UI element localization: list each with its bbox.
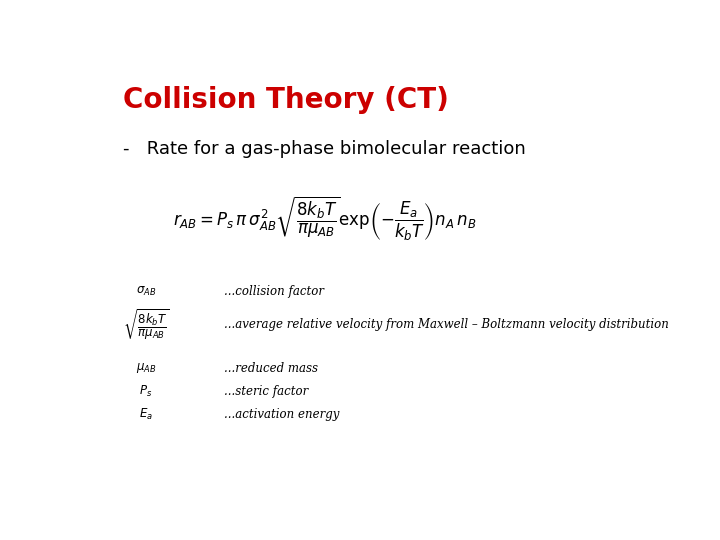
- Text: ...average relative velocity from Maxwell – Boltzmann velocity distribution: ...average relative velocity from Maxwel…: [224, 318, 669, 331]
- Text: ...reduced mass: ...reduced mass: [224, 362, 318, 375]
- Text: ...collision factor: ...collision factor: [224, 285, 324, 298]
- Text: -   Rate for a gas-phase bimolecular reaction: - Rate for a gas-phase bimolecular react…: [124, 140, 526, 158]
- Text: $\sqrt{\dfrac{8k_b T}{\pi \mu_{AB}}}$: $\sqrt{\dfrac{8k_b T}{\pi \mu_{AB}}}$: [122, 307, 169, 342]
- Text: ...activation energy: ...activation energy: [224, 408, 339, 421]
- Text: $r_{AB} = P_s \, \pi \, \sigma_{AB}^2 \sqrt{\dfrac{8 k_b T}{\pi \mu_{AB}}} \exp\: $r_{AB} = P_s \, \pi \, \sigma_{AB}^2 \s…: [173, 194, 476, 242]
- Text: $P_s$: $P_s$: [139, 383, 153, 399]
- Text: Collision Theory (CT): Collision Theory (CT): [124, 85, 449, 113]
- Text: $\mu_{AB}$: $\mu_{AB}$: [135, 361, 156, 375]
- Text: $E_a$: $E_a$: [139, 407, 153, 422]
- Text: ...steric factor: ...steric factor: [224, 384, 308, 397]
- Text: $\sigma_{AB}$: $\sigma_{AB}$: [135, 285, 156, 298]
